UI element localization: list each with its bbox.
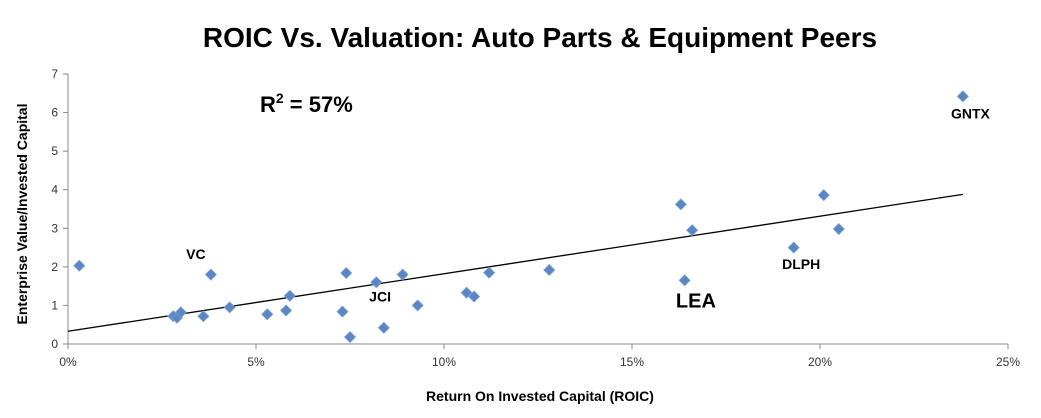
y-tick-label: 1 [51, 298, 58, 312]
data-point [674, 198, 687, 211]
point-label: DLPH [782, 256, 820, 272]
data-point [483, 266, 496, 279]
y-tick-label: 6 [51, 106, 58, 120]
y-tick-label: 2 [51, 260, 58, 274]
data-point [204, 268, 217, 281]
y-tick-label: 0 [51, 337, 58, 351]
data-point [686, 224, 699, 237]
chart-title: ROIC Vs. Valuation: Auto Parts & Equipme… [203, 22, 877, 53]
data-point [370, 276, 383, 289]
y-tick-label: 5 [51, 144, 58, 158]
r-squared-base: R [260, 92, 276, 117]
axes: 0% 5% 10% 15% 20% 25% 0 1 2 3 4 5 6 7 [51, 67, 1020, 369]
data-point [280, 304, 293, 317]
data-point [396, 268, 409, 281]
data-point [543, 263, 556, 277]
r-squared-value: = 57% [284, 92, 353, 117]
data-point [261, 308, 274, 321]
data-point [343, 330, 357, 344]
trendline [67, 193, 963, 332]
data-point [411, 299, 424, 312]
data-point [174, 306, 187, 319]
x-tick-label: 10% [432, 355, 456, 369]
y-tick-label: 4 [51, 183, 58, 197]
x-tick-label: 25% [996, 355, 1020, 369]
data-point [340, 266, 353, 280]
data-point [817, 189, 830, 202]
data-point [832, 222, 845, 236]
data-point [197, 310, 210, 323]
data-point [73, 259, 86, 272]
r-squared-label: R2 = 57% [260, 90, 353, 117]
point-annotations: VC JCI LEA DLPH GNTX [186, 105, 990, 312]
r-squared-superscript: 2 [276, 90, 284, 106]
data-point [956, 90, 969, 103]
x-tick-label: 0% [59, 355, 77, 369]
x-axis-title: Return On Invested Capital (ROIC) [426, 388, 654, 404]
point-label: GNTX [951, 105, 991, 121]
x-tick-label: 15% [620, 355, 644, 369]
data-point [336, 305, 349, 318]
y-tick-label: 3 [51, 221, 58, 235]
data-point [468, 290, 481, 303]
data-points [73, 90, 969, 344]
data-point [787, 241, 800, 254]
x-tick-label: 20% [808, 355, 832, 369]
y-axis-title: Enterprise Value/Invested Capital [14, 104, 30, 325]
data-point [377, 321, 390, 334]
trendline-group [67, 193, 963, 332]
data-point [223, 301, 236, 314]
point-label: JCI [369, 289, 391, 305]
data-point [283, 289, 296, 302]
point-label: VC [186, 246, 205, 262]
data-point [678, 274, 691, 287]
y-tick-label: 7 [51, 67, 58, 81]
x-tick-label: 5% [247, 355, 265, 369]
point-label: LEA [676, 290, 716, 312]
